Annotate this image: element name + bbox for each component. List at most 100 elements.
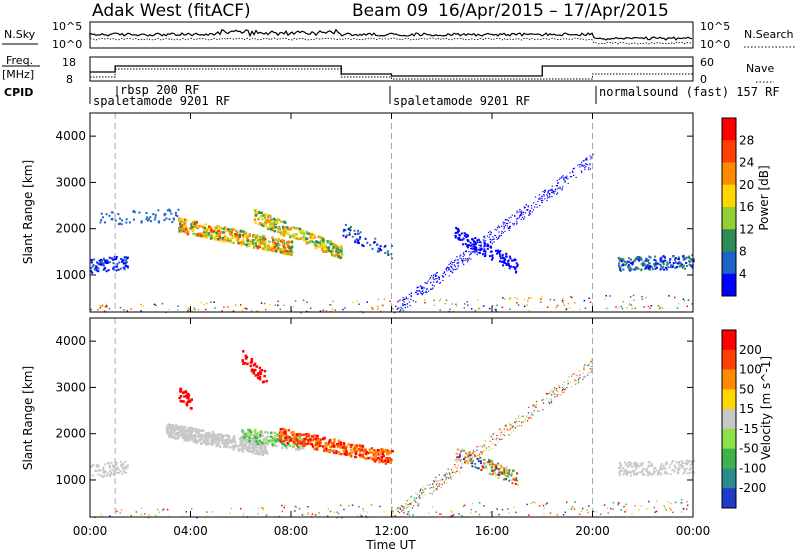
scatter-point	[516, 220, 518, 222]
scatter-point	[260, 223, 264, 226]
scatter-point	[280, 435, 283, 439]
scatter-point	[463, 258, 465, 260]
scatter-point	[286, 435, 290, 439]
scatter-point	[636, 464, 639, 467]
scatter-point	[569, 176, 572, 178]
scatter-point	[361, 445, 364, 448]
scatter-point	[103, 463, 106, 466]
scatter-point	[192, 440, 196, 443]
power-colorbar-label: Power [dB]	[757, 165, 771, 230]
scatter-point	[108, 214, 111, 217]
scatter-point	[494, 463, 496, 466]
scatter-point	[634, 465, 637, 468]
scatter-point	[275, 243, 278, 247]
scatter-point	[124, 262, 127, 265]
scatter-point	[184, 435, 187, 438]
scatter-point	[444, 274, 447, 276]
scatter-point	[590, 360, 592, 362]
scatter-point	[530, 502, 533, 505]
scatter-point	[254, 244, 258, 248]
scatter-point	[431, 288, 433, 290]
scatter-point	[188, 437, 192, 441]
scatter-point	[169, 428, 172, 431]
scatter-point	[116, 466, 119, 469]
scatter-point	[480, 452, 482, 454]
scatter-point	[447, 267, 449, 269]
scatter-point	[491, 443, 493, 445]
scatter-point	[582, 378, 584, 380]
scatter-point	[208, 233, 212, 236]
scatter-point	[415, 291, 417, 293]
scatter-point	[527, 412, 530, 414]
scatter-point	[115, 256, 118, 258]
freq-label-1: Freq.	[6, 54, 33, 67]
scatter-point	[122, 466, 125, 469]
scatter-point	[194, 437, 197, 440]
scatter-point	[197, 428, 200, 432]
scatter-point	[427, 512, 430, 515]
scatter-point	[442, 272, 444, 275]
scatter-point	[140, 513, 143, 516]
scatter-point	[112, 258, 115, 261]
scatter-point	[544, 189, 546, 191]
scatter-point	[482, 446, 484, 448]
scatter-point	[361, 453, 364, 456]
scatter-point	[667, 266, 670, 269]
scatter-point	[641, 298, 644, 300]
scatter-point	[197, 431, 200, 435]
scatter-point	[230, 233, 233, 236]
scatter-point	[294, 510, 296, 512]
scatter-point	[514, 427, 516, 429]
scatter-point	[255, 436, 259, 439]
scatter-point	[292, 226, 295, 229]
velocity-ylabel: Slant Range [km]	[21, 366, 35, 470]
scatter-point	[646, 471, 649, 473]
scatter-point	[291, 438, 295, 441]
scatter-point	[288, 234, 292, 237]
scatter-point	[265, 220, 269, 223]
scatter-point	[274, 226, 277, 229]
scatter-point	[227, 228, 230, 231]
scatter-point	[456, 228, 459, 231]
scatter-point	[105, 303, 107, 305]
scatter-point	[541, 397, 543, 399]
scatter-point	[243, 438, 246, 441]
scatter-point	[359, 513, 361, 515]
scatter-point	[638, 471, 641, 474]
scatter-point	[665, 509, 668, 511]
scatter-point	[476, 457, 479, 460]
scatter-point	[352, 301, 354, 304]
scatter-point	[482, 305, 485, 307]
scatter-point	[624, 463, 627, 466]
scatter-point	[96, 266, 99, 269]
scatter-point	[685, 256, 688, 259]
scatter-point	[504, 298, 506, 300]
scatter-point	[509, 308, 511, 310]
scatter-point	[679, 264, 682, 267]
scatter-point	[205, 431, 208, 435]
scatter-point	[591, 363, 593, 366]
scatter-point	[654, 511, 656, 513]
scatter-point	[455, 231, 458, 234]
scatter-point	[409, 497, 411, 499]
scatter-point	[108, 261, 111, 264]
scatter-point	[214, 235, 218, 238]
scatter-point	[216, 439, 220, 442]
scatter-point	[187, 396, 190, 400]
scatter-point	[254, 211, 257, 215]
scatter-point	[548, 190, 550, 192]
scatter-point	[545, 392, 547, 395]
scatter-point	[520, 213, 522, 215]
scatter-point	[573, 373, 575, 375]
scatter-point	[532, 209, 535, 211]
scatter-point	[516, 420, 518, 423]
scatter-point	[307, 232, 311, 235]
scatter-point	[333, 440, 336, 443]
scatter-point	[625, 471, 628, 474]
scatter-point	[674, 257, 677, 260]
scatter-point	[496, 304, 498, 307]
scatter-point	[281, 510, 283, 513]
scatter-point	[106, 260, 109, 263]
scatter-point	[90, 267, 93, 270]
scatter-point	[523, 211, 525, 213]
